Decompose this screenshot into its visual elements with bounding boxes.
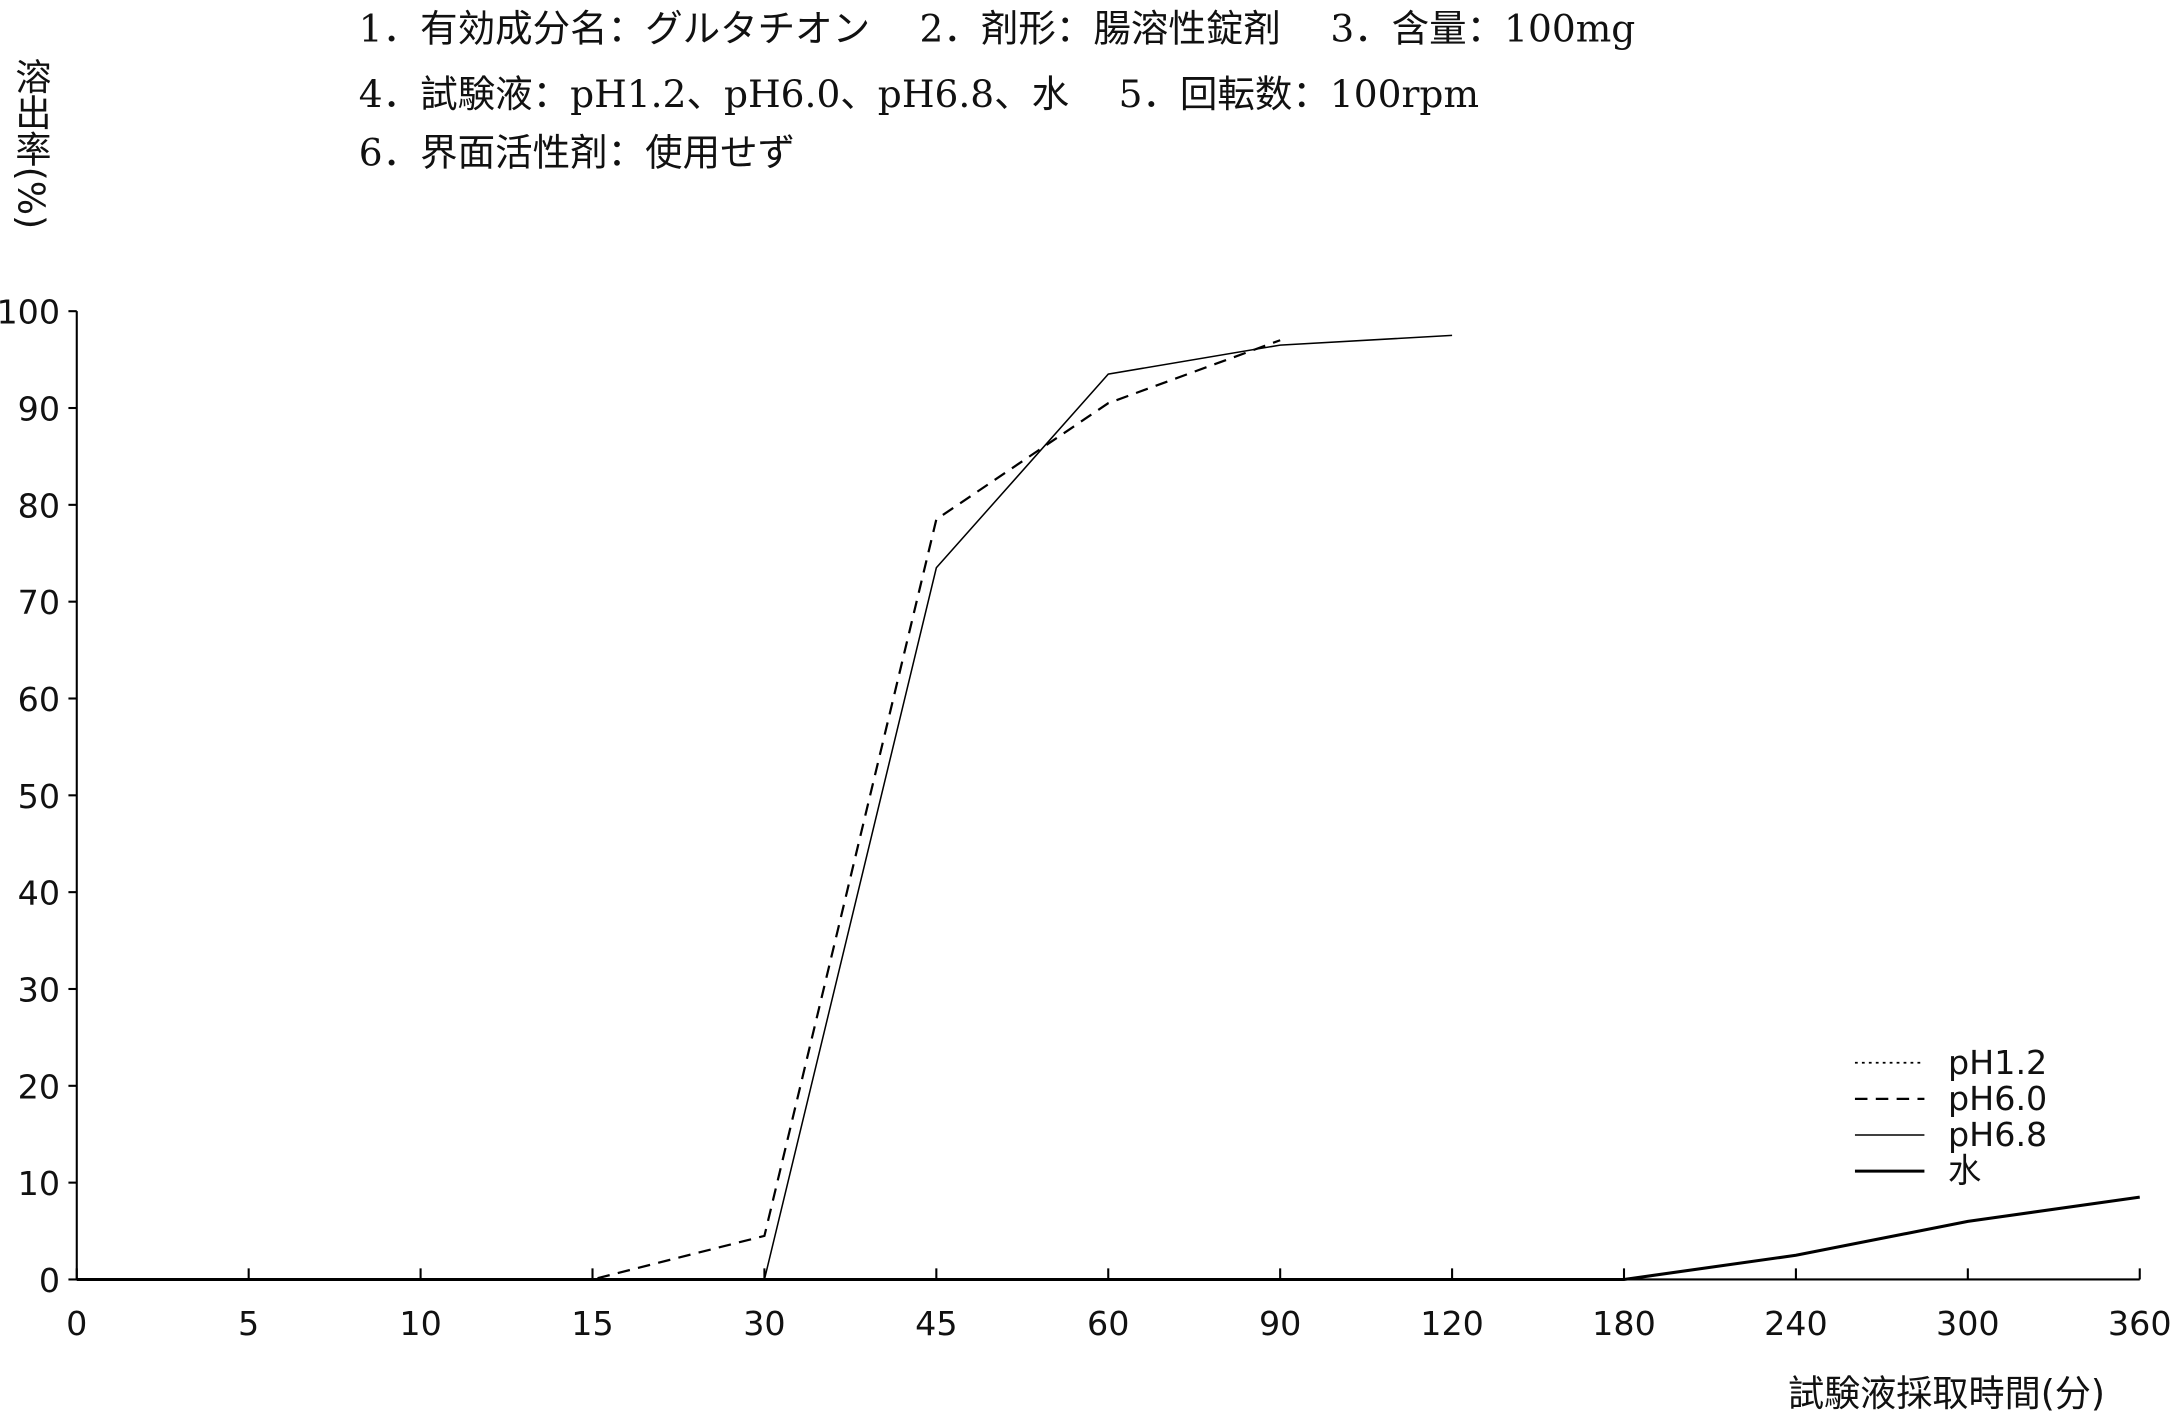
x-tick-label: 45 — [915, 1304, 957, 1343]
y-tick-label: 70 — [18, 583, 60, 622]
y-tick-label: 30 — [18, 970, 60, 1009]
legend-label: pH6.8 — [1948, 1115, 2047, 1154]
y-tick-label: 90 — [18, 390, 60, 429]
x-tick-label: 30 — [743, 1304, 785, 1343]
series-line — [76, 339, 1281, 1281]
x-tick-label: 240 — [1764, 1304, 1828, 1343]
y-tick-label: 10 — [18, 1164, 60, 1203]
x-axis-label: 試験液採取時間(分) — [1788, 1372, 2105, 1415]
x-tick-label: 10 — [399, 1304, 441, 1343]
y-tick-label: 50 — [18, 777, 60, 816]
x-tick-label: 5 — [238, 1304, 259, 1343]
x-tick-label: 360 — [2108, 1304, 2172, 1343]
y-tick-label: 100 — [0, 293, 60, 332]
x-tick-label: 15 — [571, 1304, 613, 1343]
header-line: 1．有効成分名：グルタチオン 2．剤形：腸溶性錠剤 3．含量：100mg — [359, 7, 1636, 51]
series-line — [76, 334, 1453, 1281]
x-tick-label: 0 — [66, 1304, 87, 1343]
x-tick-label: 300 — [1936, 1304, 2000, 1343]
y-tick-label: 0 — [39, 1261, 60, 1300]
legend-label: pH1.2 — [1948, 1043, 2047, 1082]
x-tick-label: 90 — [1259, 1304, 1301, 1343]
series-line — [76, 1195, 2140, 1281]
x-tick-label: 120 — [1420, 1304, 1484, 1343]
header-line: 4．試験液：pH1.2、pH6.0、pH6.8、水 5．回転数：100rpm — [359, 72, 1479, 116]
y-tick-label: 60 — [18, 680, 60, 719]
y-axis-label: 溶出率(%) — [9, 58, 52, 229]
y-tick-label: 80 — [18, 486, 60, 525]
x-tick-label: 60 — [1087, 1304, 1129, 1343]
x-tick-label: 180 — [1592, 1304, 1656, 1343]
y-tick-label: 20 — [18, 1067, 60, 1106]
legend-label: 水 — [1948, 1151, 1981, 1190]
y-tick-label: 40 — [18, 874, 60, 913]
header-line: 6．界面活性剤：使用せず — [359, 130, 795, 174]
legend-label: pH6.0 — [1948, 1079, 2047, 1118]
